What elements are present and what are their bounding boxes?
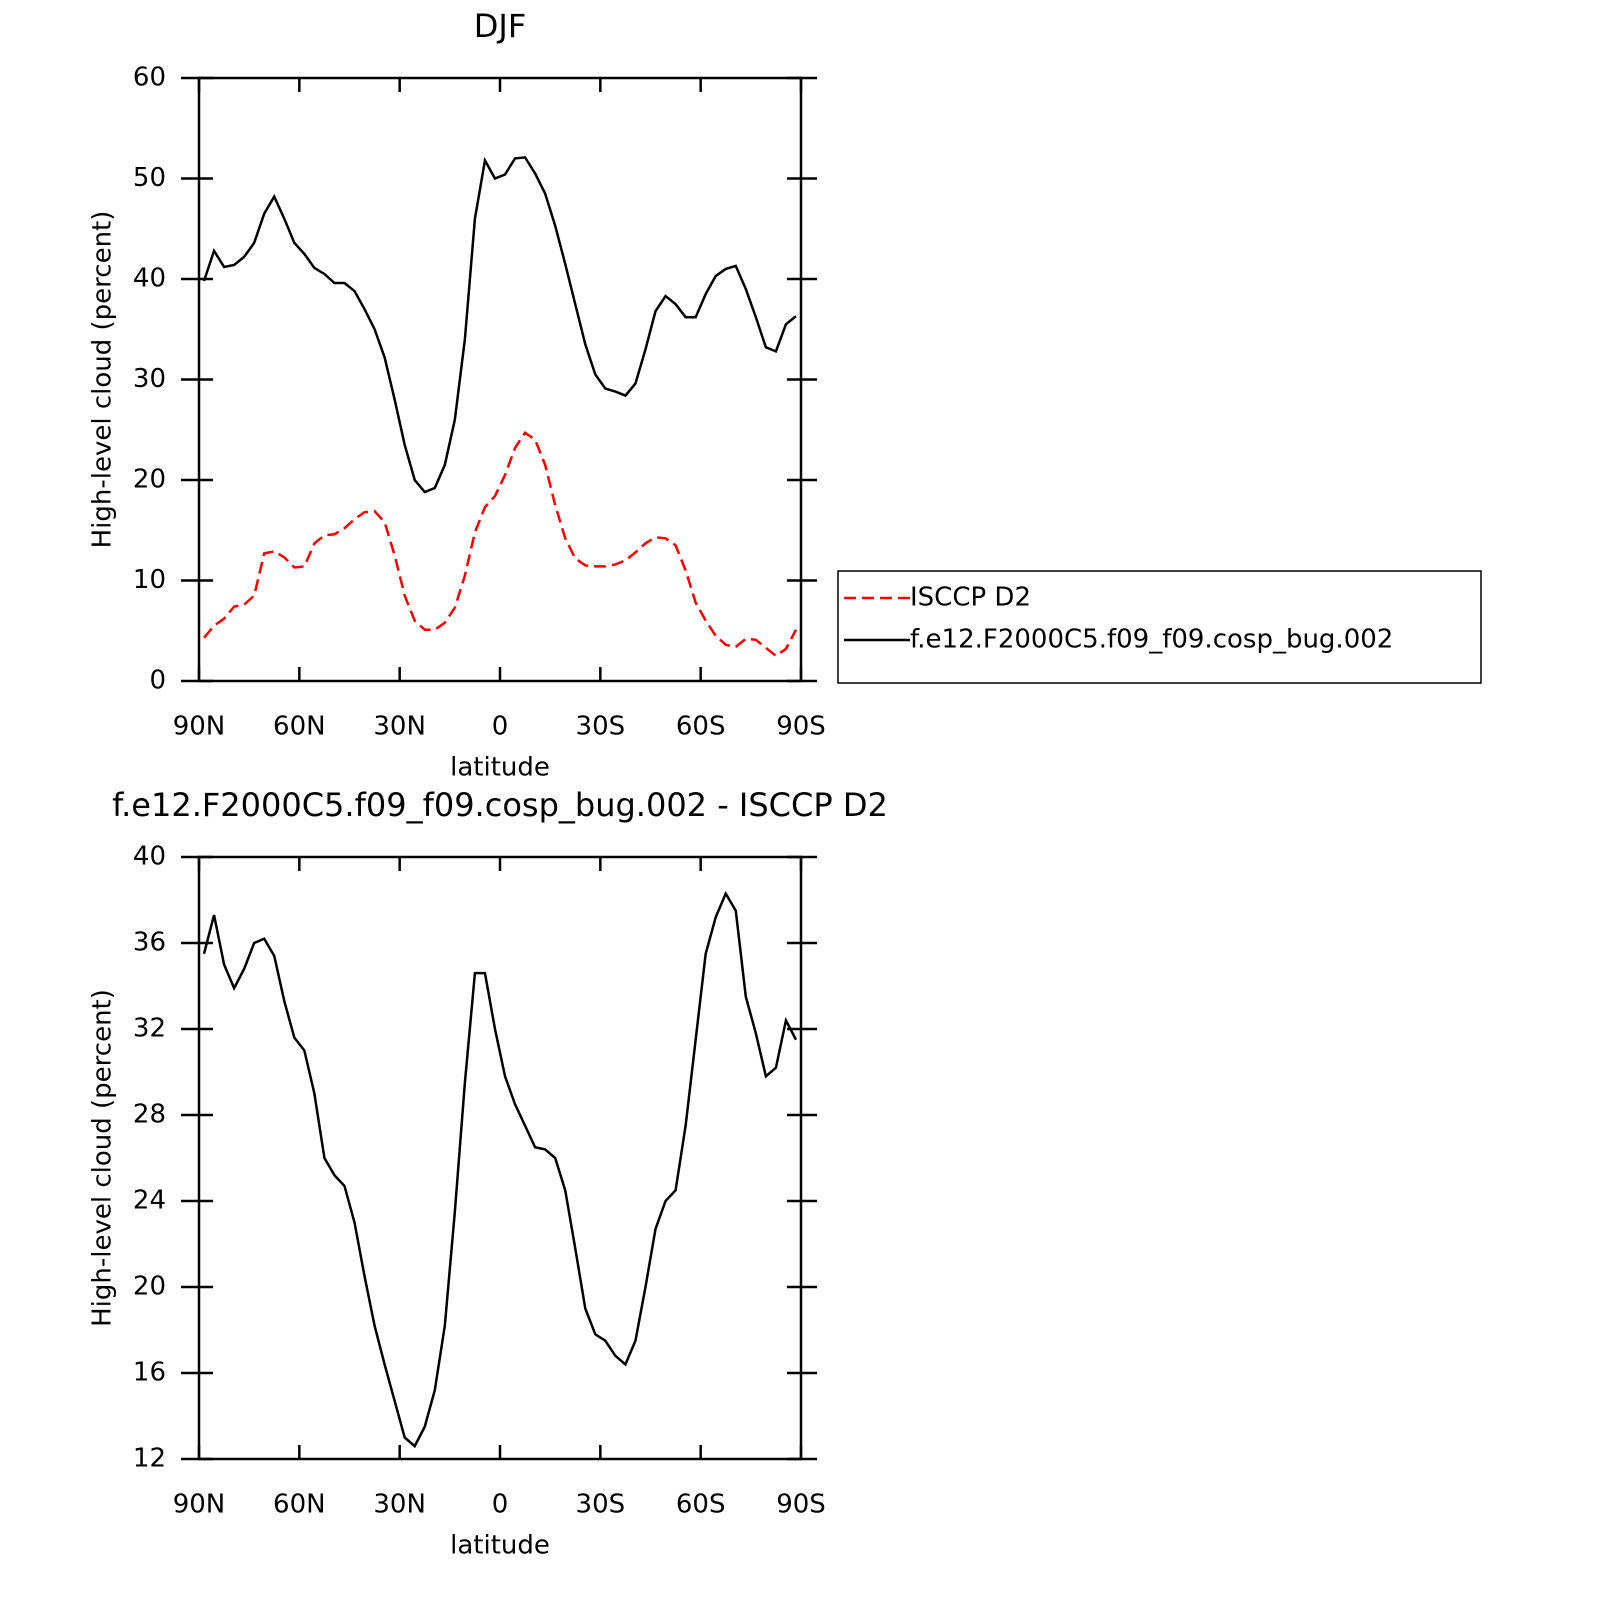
plot-frame <box>197 76 803 683</box>
y-tick-label: 40 <box>133 842 166 872</box>
series-line <box>202 156 797 494</box>
y-axis-label: High-level cloud (percent) <box>88 989 118 1327</box>
y-tick-label: 10 <box>133 565 166 595</box>
x-tick-label: 60S <box>676 712 726 742</box>
x-tick-label: 30N <box>373 1490 426 1520</box>
y-tick-label: 24 <box>133 1186 166 1216</box>
series-line <box>202 890 798 1449</box>
chart-title: f.e12.F2000C5.f09_f09.cosp_bug.002 - ISC… <box>112 786 888 824</box>
y-tick-label: 12 <box>133 1444 166 1474</box>
y-tick-label: 20 <box>133 1272 166 1302</box>
x-tick-label: 90S <box>776 1490 826 1520</box>
y-tick-label: 50 <box>133 163 166 193</box>
x-tick-label: 90N <box>173 1490 226 1520</box>
y-tick-label: 16 <box>133 1358 166 1388</box>
x-axis-label: latitude <box>450 753 550 783</box>
x-tick-label: 60N <box>273 1490 326 1520</box>
x-tick-label: 30N <box>373 712 426 742</box>
x-tick-label: 30S <box>576 712 626 742</box>
y-tick-label: 30 <box>133 364 166 394</box>
y-tick-label: 0 <box>149 666 166 696</box>
y-tick-label: 28 <box>133 1100 166 1130</box>
x-tick-label: 0 <box>492 712 509 742</box>
y-tick-label: 20 <box>133 465 166 495</box>
y-tick-label: 32 <box>133 1014 166 1044</box>
legend-box <box>837 570 1482 684</box>
x-tick-label: 60N <box>273 712 326 742</box>
legend-label: ISCCP D2 <box>910 583 1031 613</box>
chart-title: DJF <box>474 7 526 45</box>
y-tick-label: 36 <box>133 928 166 958</box>
series-line <box>203 431 798 658</box>
x-tick-label: 30S <box>576 1490 626 1520</box>
x-tick-label: 0 <box>492 1490 509 1520</box>
legend-label: f.e12.F2000C5.f09_f09.cosp_bug.002 <box>910 625 1393 655</box>
y-tick-label: 40 <box>133 264 166 294</box>
y-tick-label: 60 <box>133 63 166 93</box>
x-axis-label: latitude <box>450 1531 550 1561</box>
x-tick-label: 90N <box>173 712 226 742</box>
x-tick-label: 90S <box>776 712 826 742</box>
x-tick-label: 60S <box>676 1490 726 1520</box>
plot-frame <box>197 855 803 1461</box>
y-axis-label: High-level cloud (percent) <box>88 211 118 549</box>
